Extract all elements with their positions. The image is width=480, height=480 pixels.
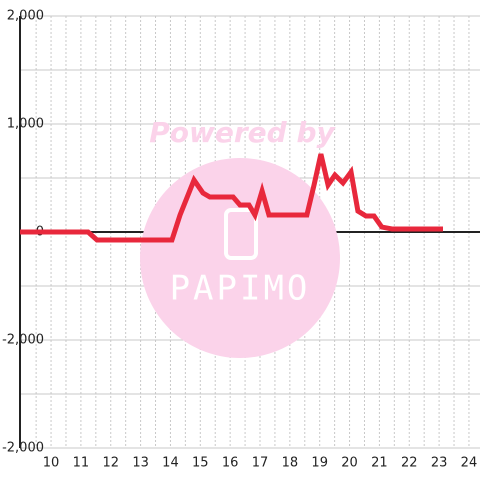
- x-tick-label: 12: [102, 456, 119, 471]
- data-line: [20, 153, 443, 243]
- x-tick-label: 16: [222, 456, 239, 471]
- x-tick-label: 24: [461, 456, 478, 471]
- plot: [20, 153, 443, 243]
- y-tick-label: -2,000: [2, 441, 44, 456]
- y-tick-label: 1,000: [7, 117, 44, 132]
- x-tick-label: 18: [282, 456, 299, 471]
- x-tick-label: 20: [341, 456, 358, 471]
- x-tick-label: 19: [311, 456, 328, 471]
- x-tick-label: 15: [192, 456, 209, 471]
- watermark-brand: PAPIMO: [170, 269, 311, 309]
- watermark: Powered by PAPIMO: [140, 116, 340, 358]
- x-tick-label: 21: [371, 456, 388, 471]
- x-tick-label: 10: [43, 456, 60, 471]
- x-tick-label: 14: [162, 456, 179, 471]
- y-tick-label: 2,000: [7, 9, 44, 24]
- x-tick-label: 11: [73, 456, 90, 471]
- y-tick-label: -2,000: [2, 333, 44, 348]
- watermark-icon: [224, 208, 258, 260]
- x-tick-label: 17: [252, 456, 269, 471]
- x-tick-label: 22: [401, 456, 418, 471]
- x-tick-label: 23: [431, 456, 448, 471]
- watermark-top: Powered by: [149, 116, 336, 149]
- x-tick-label: 13: [132, 456, 149, 471]
